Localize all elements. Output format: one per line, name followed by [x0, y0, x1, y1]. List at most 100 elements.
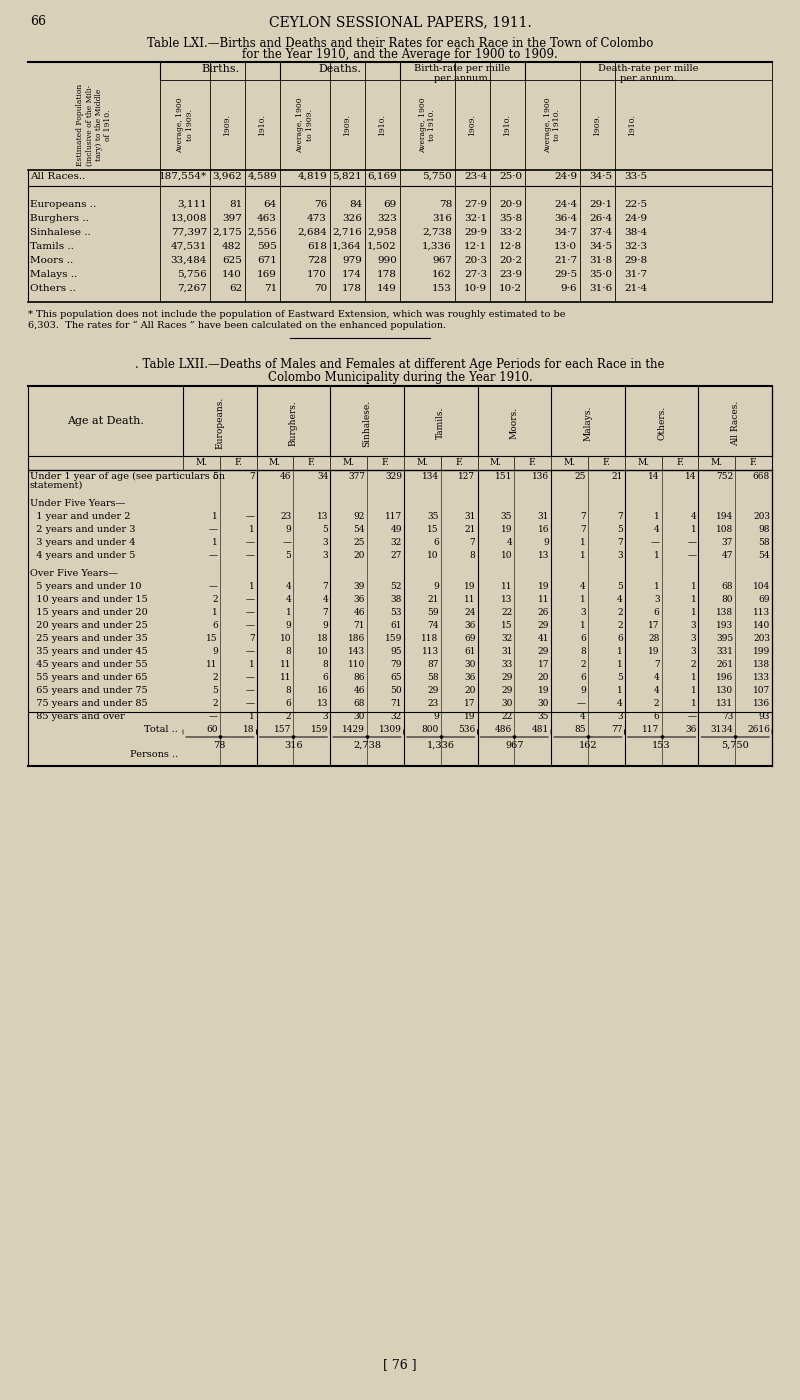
Text: 21·7: 21·7	[554, 256, 577, 265]
Text: 71: 71	[390, 699, 402, 708]
Text: 2: 2	[212, 595, 218, 603]
Text: 36: 36	[464, 622, 475, 630]
Text: M.: M.	[195, 458, 207, 468]
Text: Over Five Years—: Over Five Years—	[30, 568, 118, 578]
Text: 153: 153	[432, 284, 452, 293]
Text: 18: 18	[243, 725, 254, 734]
Text: Europeans.: Europeans.	[215, 396, 224, 449]
Text: 16: 16	[538, 525, 549, 533]
Text: 4 years and under 5: 4 years and under 5	[30, 552, 135, 560]
Text: 25: 25	[354, 538, 365, 547]
Text: 159: 159	[385, 634, 402, 643]
Text: 9: 9	[286, 525, 291, 533]
Text: 52: 52	[390, 582, 402, 591]
Text: 134: 134	[422, 472, 438, 482]
Text: 5,750: 5,750	[722, 741, 749, 750]
Text: 32·3: 32·3	[624, 242, 647, 251]
Text: 77,397: 77,397	[170, 228, 207, 237]
Text: [ 76 ]: [ 76 ]	[383, 1358, 417, 1371]
Text: 35·8: 35·8	[499, 214, 522, 223]
Text: —: —	[209, 552, 218, 560]
Text: 14: 14	[685, 472, 696, 482]
Text: 728: 728	[307, 256, 327, 265]
Text: 6: 6	[212, 622, 218, 630]
Text: —: —	[246, 538, 254, 547]
Text: 7: 7	[249, 634, 254, 643]
Text: Others.: Others.	[657, 406, 666, 440]
Text: 1: 1	[617, 647, 622, 657]
Text: 1,364: 1,364	[332, 242, 362, 251]
Text: 5,750: 5,750	[422, 172, 452, 181]
Text: 29: 29	[427, 686, 438, 694]
Text: 9: 9	[580, 686, 586, 694]
Text: 87: 87	[427, 659, 438, 669]
Text: 9: 9	[433, 582, 438, 591]
Text: 153: 153	[652, 741, 671, 750]
Text: 1: 1	[690, 686, 696, 694]
Text: 178: 178	[377, 270, 397, 279]
Text: 10·9: 10·9	[464, 284, 487, 293]
Text: 34·7: 34·7	[554, 228, 577, 237]
Text: 3,111: 3,111	[178, 200, 207, 209]
Text: 60: 60	[206, 725, 218, 734]
Text: 15: 15	[501, 622, 512, 630]
Text: 186: 186	[348, 634, 365, 643]
Text: 22·5: 22·5	[624, 200, 647, 209]
Text: —: —	[246, 608, 254, 617]
Text: 19: 19	[538, 686, 549, 694]
Text: 2: 2	[286, 713, 291, 721]
Text: Burghers ..: Burghers ..	[30, 214, 89, 223]
Text: 25 years and under 35: 25 years and under 35	[30, 634, 148, 643]
Text: 49: 49	[390, 525, 402, 533]
Text: 34·5: 34·5	[589, 172, 612, 181]
Text: 7: 7	[617, 512, 622, 521]
Text: 62: 62	[229, 284, 242, 293]
Text: 170: 170	[307, 270, 327, 279]
Text: F.: F.	[308, 458, 316, 468]
Text: 24·9: 24·9	[624, 214, 647, 223]
Text: 1: 1	[690, 673, 696, 682]
Text: 50: 50	[390, 686, 402, 694]
Text: 59: 59	[427, 608, 438, 617]
Text: 149: 149	[377, 284, 397, 293]
Text: 29·1: 29·1	[589, 200, 612, 209]
Text: M.: M.	[563, 458, 575, 468]
Text: 2,175: 2,175	[212, 228, 242, 237]
Text: 15: 15	[206, 634, 218, 643]
Text: 5: 5	[212, 686, 218, 694]
Text: 800: 800	[422, 725, 438, 734]
Text: 1: 1	[617, 659, 622, 669]
Text: 25·0: 25·0	[499, 172, 522, 181]
Text: 55 years and under 65: 55 years and under 65	[30, 673, 147, 682]
Text: 19: 19	[464, 582, 475, 591]
Text: 12·8: 12·8	[499, 242, 522, 251]
Text: 2,716: 2,716	[332, 228, 362, 237]
Text: Estimated Population
(inclusive of the Mili-
tary) to the Middle
of 1910.: Estimated Population (inclusive of the M…	[76, 84, 112, 167]
Text: —: —	[209, 713, 218, 721]
Text: 2,958: 2,958	[367, 228, 397, 237]
Text: Total ..: Total ..	[144, 725, 178, 734]
Text: 68: 68	[354, 699, 365, 708]
Text: 58: 58	[427, 673, 438, 682]
Text: 3,962: 3,962	[212, 172, 242, 181]
Text: 329: 329	[385, 472, 402, 482]
Text: 1910.: 1910.	[258, 113, 266, 136]
Text: 26·4: 26·4	[589, 214, 612, 223]
Text: 33·5: 33·5	[624, 172, 647, 181]
Text: 107: 107	[753, 686, 770, 694]
Text: 8: 8	[470, 552, 475, 560]
Text: Tamils.: Tamils.	[436, 407, 445, 440]
Text: 203: 203	[753, 512, 770, 521]
Text: 1309: 1309	[379, 725, 402, 734]
Text: 261: 261	[716, 659, 733, 669]
Text: 19: 19	[501, 525, 512, 533]
Text: 53: 53	[390, 608, 402, 617]
Text: 3: 3	[322, 538, 328, 547]
Text: 11: 11	[501, 582, 512, 591]
Text: 5: 5	[617, 673, 622, 682]
Text: 15: 15	[427, 525, 438, 533]
Text: 2,556: 2,556	[247, 228, 277, 237]
Text: 4: 4	[654, 673, 659, 682]
Text: 463: 463	[257, 214, 277, 223]
Text: 19: 19	[538, 582, 549, 591]
